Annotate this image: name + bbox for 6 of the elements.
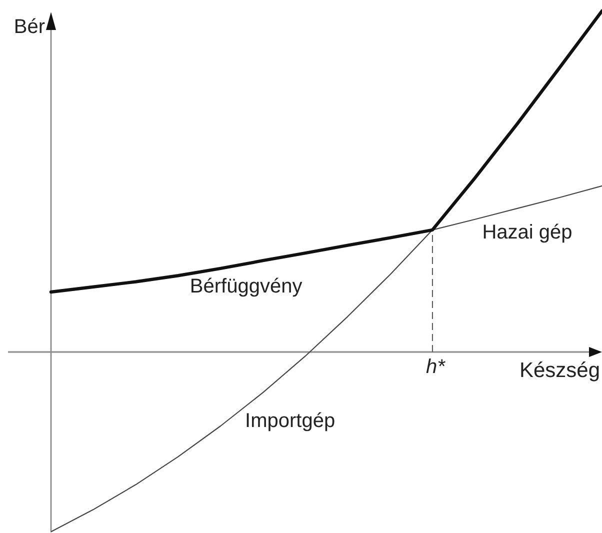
y-axis-title: Bér — [14, 16, 46, 38]
series-label: Importgép — [245, 410, 336, 432]
series-label: Hazai gép — [482, 221, 572, 244]
x-axis-title: Készség — [519, 359, 600, 382]
text: h* — [426, 356, 445, 378]
series-label: Bérfüggvény — [190, 276, 302, 298]
